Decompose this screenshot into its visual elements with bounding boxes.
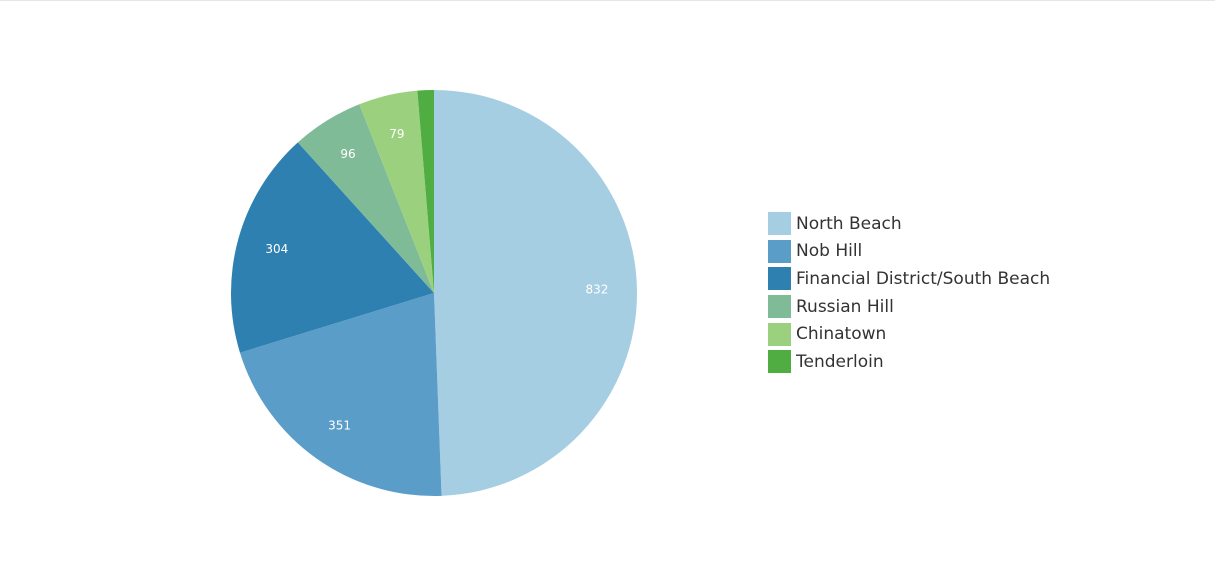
- pie-slice-chinatown[interactable]: [359, 90, 434, 294]
- pie-slice-north-beach[interactable]: [434, 90, 637, 496]
- legend-swatch: [768, 350, 791, 374]
- legend-item[interactable]: Tenderloin: [768, 348, 1050, 376]
- legend-swatch: [768, 267, 791, 291]
- legend-label: North Beach: [796, 213, 902, 234]
- legend-label: Nob Hill: [796, 241, 863, 262]
- legend-item[interactable]: Financial District/South Beach: [768, 265, 1050, 293]
- pie-value-labels: 832 351 304 96 79: [265, 127, 608, 433]
- pie-value-label: 304: [265, 242, 288, 256]
- pie-slice-russian-hill[interactable]: [297, 104, 434, 293]
- legend-label: Chinatown: [796, 324, 887, 345]
- pie-value-label: 79: [389, 127, 404, 141]
- legend-swatch: [768, 295, 791, 319]
- pie-value-label: 832: [586, 282, 609, 296]
- pie-value-label: 96: [340, 147, 355, 161]
- legend-swatch: [768, 322, 791, 346]
- legend-item[interactable]: Nob Hill: [768, 238, 1050, 266]
- pie-chart: 832 351 304 96 79: [231, 90, 637, 496]
- legend-swatch: [768, 239, 791, 263]
- legend-label: Tenderloin: [796, 351, 884, 372]
- legend-label: Financial District/South Beach: [796, 268, 1051, 289]
- pie-value-label: 351: [328, 418, 351, 432]
- legend: North Beach Nob Hill Financial District/So…: [768, 210, 1050, 376]
- legend-label: Russian Hill: [796, 296, 894, 317]
- legend-item[interactable]: North Beach: [768, 210, 1050, 238]
- legend-item[interactable]: Chinatown: [768, 320, 1050, 348]
- legend-swatch: [768, 212, 791, 236]
- pie-slice-financial-district-south-beach[interactable]: [231, 142, 434, 353]
- pie-slice-tenderloin[interactable]: [417, 90, 434, 293]
- pie-slice-nob-hill[interactable]: [239, 293, 442, 496]
- pie-slices: [231, 90, 637, 496]
- legend-item[interactable]: Russian Hill: [768, 293, 1050, 321]
